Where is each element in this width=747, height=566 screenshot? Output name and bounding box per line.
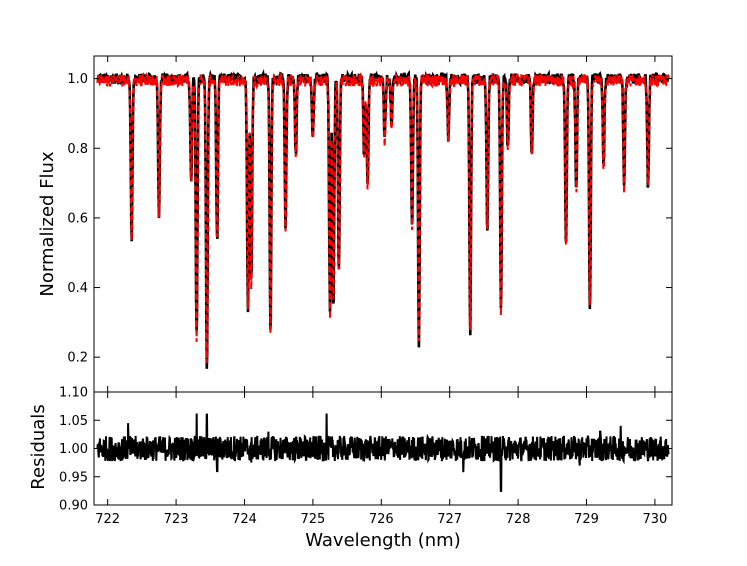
residuals-line <box>96 413 670 492</box>
residuals-series-group <box>96 413 670 492</box>
residuals-y-tick-label: 1.05 <box>59 414 88 429</box>
residuals-panel: 0.900.951.001.051.10 722 723 724 725 726 727 7… <box>28 56 673 551</box>
flux-y-axis-label: Normalized Flux <box>37 151 58 297</box>
x-tick-label: 728 <box>506 512 531 527</box>
flux-model-line <box>96 72 670 364</box>
flux-y-tick-label: 1.0 <box>67 72 88 87</box>
residuals-y-tick-label: 0.95 <box>59 470 88 485</box>
residuals-y-axis-label: Residuals <box>28 404 49 489</box>
x-tick-label: 723 <box>164 512 189 527</box>
x-tick-label: 725 <box>300 512 325 527</box>
residuals-y-ticks: 0.90 0.95 1.00 1.05 1.10 <box>59 386 672 514</box>
flux-series-group <box>96 68 670 369</box>
x-tick-label: 729 <box>574 512 599 527</box>
flux-y-tick-label: 0.6 <box>67 211 88 226</box>
residuals-y-tick-label: 1.10 <box>59 386 88 401</box>
x-axis-label: Wavelength (nm) <box>305 530 461 551</box>
flux-panel: 0.2 0.4 0.6 0.8 1.0 Normalized Flux <box>37 55 673 393</box>
x-ticks: 722 723 724 725 726 727 728 729 730 <box>95 56 667 527</box>
residuals-y-tick-label: 1.00 <box>59 442 88 457</box>
x-tick-label: 726 <box>369 512 394 527</box>
flux-y-tick-label: 0.8 <box>67 142 88 157</box>
x-tick-label: 730 <box>642 512 667 527</box>
residuals-y-tick-label: 0.90 <box>59 499 88 514</box>
flux-y-ticks: 0.2 0.4 0.6 0.8 1.0 <box>67 72 672 366</box>
flux-y-tick-label: 0.2 <box>67 351 88 366</box>
x-tick-label: 722 <box>95 512 120 527</box>
x-tick-label: 724 <box>232 512 257 527</box>
x-tick-label: 727 <box>437 512 462 527</box>
flux-y-tick-label: 0.4 <box>67 281 88 296</box>
